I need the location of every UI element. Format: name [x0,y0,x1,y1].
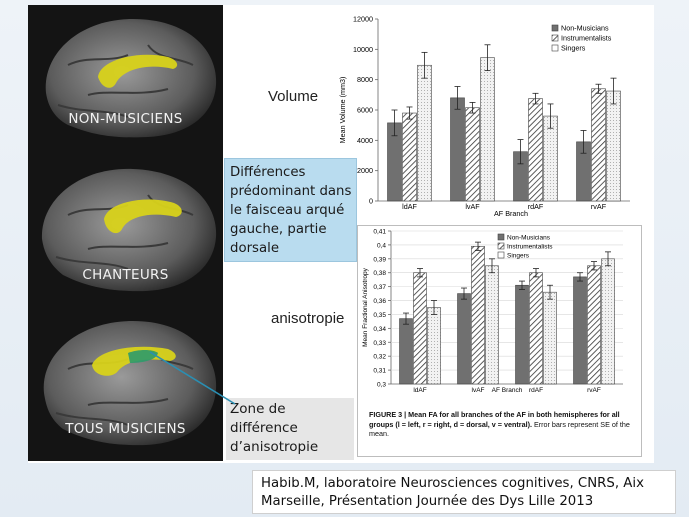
brain-panel-non-musicians: NON-MUSICIENS [28,5,223,155]
x-tick-label: lvAF [472,387,485,394]
bar-non-musicians [399,318,413,385]
bar-instrumentalists [587,265,601,385]
y-tick-label: 0,38 [373,270,386,277]
x-axis-label: AF Branch [492,387,523,394]
callout-zone-difference: Zone de différence d’anisotropie [230,401,319,455]
anisotropie-label: anisotropie [271,310,345,327]
callout-zone-background [226,398,354,460]
bar-non-musicians [573,276,587,385]
bar-non-musicians [457,293,471,385]
volume-label: Volume [268,88,319,105]
brain-panel-chanteurs: CHANTEURS [28,157,223,307]
y-tick-label: 8000 [357,75,373,84]
brain-caption-tous-musiciens: TOUS MUSICIENS [65,421,186,437]
bar-instrumentalists [528,98,543,202]
bar-singers [543,291,557,385]
y-tick-label: 0,34 [373,326,386,333]
x-tick-label: ldAF [402,202,417,211]
x-tick-label: rdAF [528,202,544,211]
bar-singers [427,307,441,385]
y-tick-label: 0,36 [373,298,386,305]
legend-entry: Non-Musicians [507,235,551,242]
brain-images-strip: NON-MUSICIENS CHANTEURS T [28,5,223,461]
x-axis-label: AF Branch [494,209,528,218]
y-tick-label: 0,33 [373,340,386,347]
bar-singers [480,57,495,202]
bar-non-musicians [515,284,529,385]
bar-instrumentalists [413,272,427,385]
legend-swatch [497,233,505,241]
figure-caption-bold: FIGURE 3 | Mean FA for all branches of t… [369,410,620,429]
y-axis-label: Mean Volume (mm3) [338,77,347,144]
bar-singers [485,265,499,385]
bar-singers [417,64,432,202]
source-citation: Habib.M, laboratoire Neurosciences cogni… [252,470,676,514]
legend-swatch [497,242,505,250]
bar-singers [543,115,558,202]
y-tick-label: 0,31 [373,368,386,375]
y-tick-label: 0,3 [377,382,386,389]
y-tick-label: 0,35 [373,312,386,319]
y-tick-label: 0,41 [373,229,386,236]
y-tick-label: 6000 [357,106,373,115]
legend-swatch [497,251,505,259]
bar-non-musicians [450,97,465,202]
bar-singers [601,258,615,385]
figure-caption: FIGURE 3 | Mean FA for all branches of t… [369,410,641,439]
y-tick-label: 12000 [353,15,373,24]
legend-entry: Instrumentalists [561,34,612,43]
bar-instrumentalists [471,245,485,385]
y-tick-label: 2000 [357,166,373,175]
bar-singers [606,90,621,202]
legend-entry: Non-Musicians [561,24,609,33]
brain-image-tous-musiciens [43,321,217,446]
y-tick-label: 10000 [353,45,373,54]
legend-entry: Singers [507,253,530,260]
legend-swatch [551,44,559,52]
legend-swatch [551,34,559,42]
pointer-line [149,351,236,405]
brain-panel-tous-musiciens: TOUS MUSICIENS [28,309,223,461]
fa-chart: 0,3 0,31 0,32 0,33 0,34 0,35 0,36 0,37 0,38 0,39 0… [362,229,623,394]
volume-chart: 0 2000 4000 6000 8000 10000 12000 ldAF lvAF rdAF r… [338,15,630,218]
legend-entry: Instrumentalists [507,244,553,251]
brain-caption-non-musicians: NON-MUSICIENS [68,111,183,127]
x-tick-label: lvAF [465,202,480,211]
y-tick-label: 0,4 [377,242,386,249]
x-tick-label: rvAF [587,387,601,394]
legend-swatch [551,24,559,32]
y-tick-label: 4000 [357,136,373,145]
y-tick-label: 0 [369,197,373,206]
bar-instrumentalists [402,112,417,202]
bar-instrumentalists [591,88,606,202]
bar-instrumentalists [529,272,543,385]
x-tick-label: ldAF [413,387,426,394]
brain-image-chanteurs [41,168,217,292]
y-axis-label: Mean Fractional Anisotropy [362,267,369,347]
legend-entry: Singers [561,44,586,53]
brain-caption-chanteurs: CHANTEURS [82,267,169,283]
y-tick-label: 0,32 [373,354,386,361]
x-tick-label: rdAF [529,387,543,394]
bar-instrumentalists [465,107,480,202]
y-tick-label: 0,39 [373,256,386,263]
figure-caption-normal: Error bars represent SE of the mean. [369,419,630,439]
callout-dorsal-differences: Différences prédominant dans le faisceau… [224,158,357,262]
brain-image-non-musicians [45,19,217,138]
x-tick-label: rvAF [591,202,607,211]
y-tick-label: 0,37 [373,284,386,291]
